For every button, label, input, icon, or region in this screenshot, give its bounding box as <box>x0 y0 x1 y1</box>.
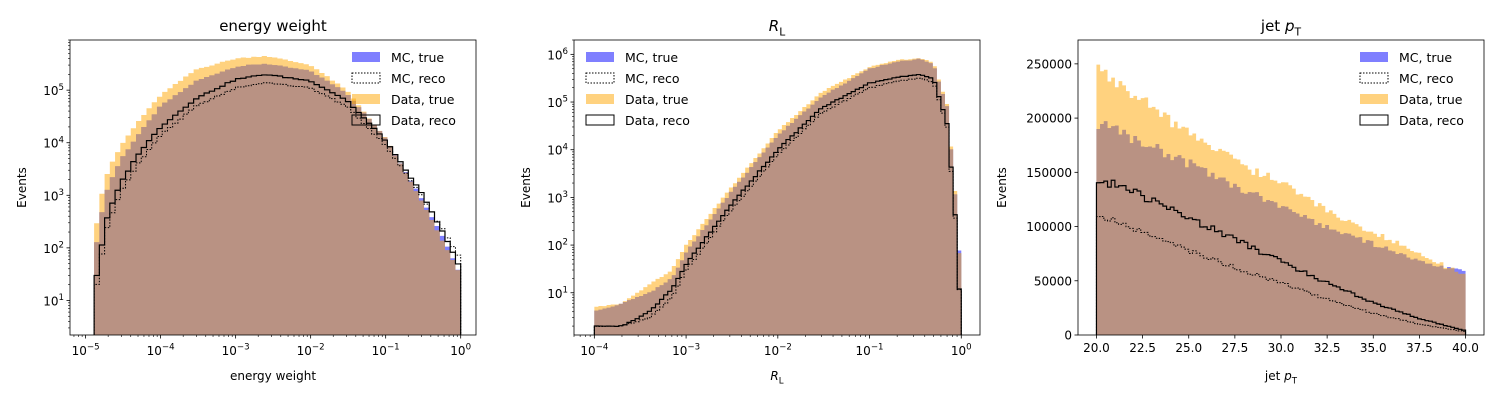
y-tick-label: 105 <box>547 95 568 110</box>
legend-swatch-data-reco <box>1359 114 1389 126</box>
legend-swatch-mc-true <box>586 52 614 62</box>
hist-data-reco <box>93 74 462 335</box>
y-tick-label: 100000 <box>1026 220 1072 234</box>
x-tick-label: 10−2 <box>297 343 325 358</box>
y-tick-label: 103 <box>547 190 568 205</box>
legend-swatch-data-true <box>586 94 614 104</box>
y-tick-label: 102 <box>547 238 568 253</box>
y-axis-label: Events <box>995 167 1009 208</box>
legend: MC, true MC, reco Data, true Data, reco <box>1359 50 1464 128</box>
y-tick-label: 104 <box>547 142 568 157</box>
legend-label: MC, reco <box>391 71 446 86</box>
plot-area <box>1095 64 1467 335</box>
panel-jet-pt: 20.0 22.5 25.0 27.5 30.0 32.5 35.0 37.5 40.0 0 500… <box>995 17 1485 387</box>
x-axis-label: jet pT <box>1264 369 1298 387</box>
legend-swatch-mc-reco <box>351 72 381 84</box>
hist-mc-reco <box>93 82 462 335</box>
legend-swatch-mc-reco <box>1359 72 1389 84</box>
x-tick-label: 100 <box>951 343 972 358</box>
y-tick-label: 101 <box>547 285 568 300</box>
y-tick-label: 250000 <box>1026 57 1072 71</box>
y-tick-label: 103 <box>43 188 64 203</box>
x-tick-label: 100 <box>450 343 471 358</box>
legend-swatch-mc-true <box>1360 52 1388 62</box>
legend-swatch-mc-reco <box>585 72 615 84</box>
x-tick-label: 10−1 <box>372 343 400 358</box>
y-axis-label: Events <box>15 167 29 208</box>
axes-frame <box>573 39 981 336</box>
y-tick-label: 102 <box>43 240 64 255</box>
hist-data-reco <box>1095 179 1467 335</box>
legend-swatch-data-true <box>352 94 380 104</box>
legend-label: Data, reco <box>391 113 456 128</box>
legend-swatch-data-true <box>1360 94 1388 104</box>
legend-label: MC, reco <box>625 71 680 86</box>
x-tick-label: 25.0 <box>1175 341 1202 355</box>
y-tick-label: 104 <box>43 135 64 150</box>
x-tick-label: 10−3 <box>672 343 700 358</box>
panel-rl: 10−4 10−3 10−2 10−1 100 101 102 103 104 105 106 RL R… <box>519 17 981 387</box>
x-tick-label: 22.5 <box>1129 341 1156 355</box>
hist-overlap <box>94 63 461 335</box>
y-tick-label: 150000 <box>1026 166 1072 180</box>
legend-label: MC, reco <box>1399 71 1454 86</box>
x-tick-label: 20.0 <box>1083 341 1110 355</box>
y-tick-label: 101 <box>43 293 64 308</box>
chart-title: energy weight <box>219 17 327 35</box>
legend-swatch-data-reco <box>351 114 381 126</box>
x-tick-label: 32.5 <box>1314 341 1341 355</box>
legend-label: MC, true <box>391 50 444 65</box>
x-tick-label: 35.0 <box>1360 341 1387 355</box>
plot-area <box>593 58 962 335</box>
x-tick-label: 10−5 <box>72 343 100 358</box>
y-tick-label: 200000 <box>1026 112 1072 126</box>
y-axis-label: Events <box>519 167 533 208</box>
legend-label: Data, reco <box>625 113 690 128</box>
hist-overlap <box>1096 121 1466 335</box>
hist-data-reco <box>593 73 962 335</box>
legend-label: MC, true <box>625 50 678 65</box>
x-tick-label: 37.5 <box>1406 341 1433 355</box>
legend-swatch-data-reco <box>585 114 615 126</box>
legend: MC, true MC, reco Data, true Data, reco <box>351 50 456 128</box>
y-tick-label: 106 <box>547 47 568 62</box>
x-tick-label: 10−1 <box>856 343 884 358</box>
hist-overlap <box>594 58 962 335</box>
plot-area <box>93 56 462 335</box>
hist-mc-reco <box>1095 215 1467 335</box>
x-tick-label: 10−4 <box>147 343 175 358</box>
legend-label: Data, true <box>625 92 689 107</box>
hist-mc-reco <box>593 77 962 335</box>
x-tick-label: 40.0 <box>1452 341 1479 355</box>
x-tick-label: 27.5 <box>1222 341 1249 355</box>
legend-label: Data, true <box>1399 92 1463 107</box>
y-tick-label: 0 <box>1064 329 1072 343</box>
axes-frame <box>69 39 477 336</box>
x-axis-label: RL <box>770 369 783 387</box>
x-tick-label: 10−4 <box>580 343 608 358</box>
chart-title: jet pT <box>1260 17 1302 39</box>
legend-label: Data, reco <box>1399 113 1464 128</box>
legend-label: MC, true <box>1399 50 1452 65</box>
legend-swatch-mc-true <box>352 52 380 62</box>
x-tick-label: 30.0 <box>1268 341 1295 355</box>
chart-title: RL <box>769 17 785 39</box>
legend-label: Data, true <box>391 92 455 107</box>
x-tick-label: 10−2 <box>764 343 792 358</box>
x-axis-label: energy weight <box>230 369 316 383</box>
legend: MC, true MC, reco Data, true Data, reco <box>585 50 690 128</box>
y-tick-label: 105 <box>43 83 64 98</box>
y-tick-label: 50000 <box>1034 274 1072 288</box>
panel-energy-weight: 10−5 10−4 10−3 10−2 10−1 100 101 102 103 104 105 en… <box>15 17 477 383</box>
x-tick-label: 10−3 <box>222 343 250 358</box>
